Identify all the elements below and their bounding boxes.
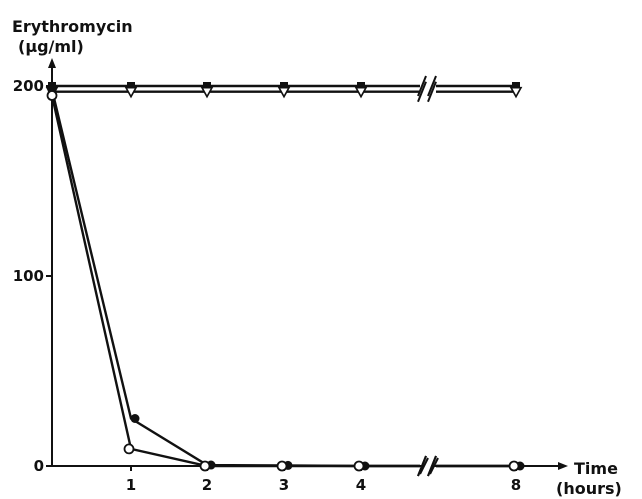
- series-open-circle-point: [353, 460, 365, 472]
- x-tick-label: 8: [511, 476, 521, 494]
- x-tick-label: 2: [202, 476, 212, 494]
- series-filled-square-point: [280, 82, 288, 90]
- series-open-circle-point: [46, 90, 58, 101]
- series-filled-square-point: [203, 82, 211, 90]
- series-open-triangle-point: [509, 86, 523, 99]
- series-open-circle-point: [199, 460, 211, 472]
- series-open-circle-line: [50, 95, 420, 468]
- series-open-circle-point: [276, 460, 288, 472]
- series-open-circle-point: [123, 443, 135, 455]
- series-open-triangle-point: [354, 86, 368, 99]
- x-axis-label-line1: Time: [574, 459, 618, 478]
- series-filled-circle-line: [50, 89, 420, 468]
- series-break-mark: [427, 81, 437, 103]
- y-tick-label: 200: [13, 77, 44, 95]
- series-filled-square-point: [127, 82, 135, 90]
- x-tick-label: 3: [279, 476, 289, 494]
- y-tick-label: 0: [34, 457, 44, 475]
- y-tick-label: 100: [13, 267, 44, 285]
- x-axis-label-line2: (hours): [556, 479, 622, 498]
- y-axis-label-line1: Erythromycin: [12, 17, 133, 36]
- series-break-mark: [427, 75, 437, 97]
- x-tick-label: 1: [126, 476, 136, 494]
- series-filled-circle-point: [130, 414, 140, 423]
- series-break-mark: [427, 455, 437, 477]
- series-break-mark: [417, 81, 427, 103]
- series-filled-square-point: [357, 82, 365, 90]
- series-filled-square-point: [512, 82, 520, 90]
- series-open-triangle-point: [200, 86, 214, 99]
- y-axis-arrow: [48, 58, 56, 68]
- series-open-triangle-point: [277, 86, 291, 99]
- x-axis-break-mark: [429, 457, 439, 475]
- y-axis-label-line2: (µg/ml): [18, 37, 84, 56]
- x-tick-label: 4: [356, 476, 366, 494]
- series-break-mark: [417, 455, 427, 477]
- plot-area: 0 100 200 1 2 3 4 8: [13, 58, 568, 494]
- series-open-triangle-point: [124, 86, 138, 99]
- x-axis-arrow: [558, 462, 568, 470]
- series-open-circle-point: [508, 460, 520, 472]
- x-axis-break-mark: [419, 457, 429, 475]
